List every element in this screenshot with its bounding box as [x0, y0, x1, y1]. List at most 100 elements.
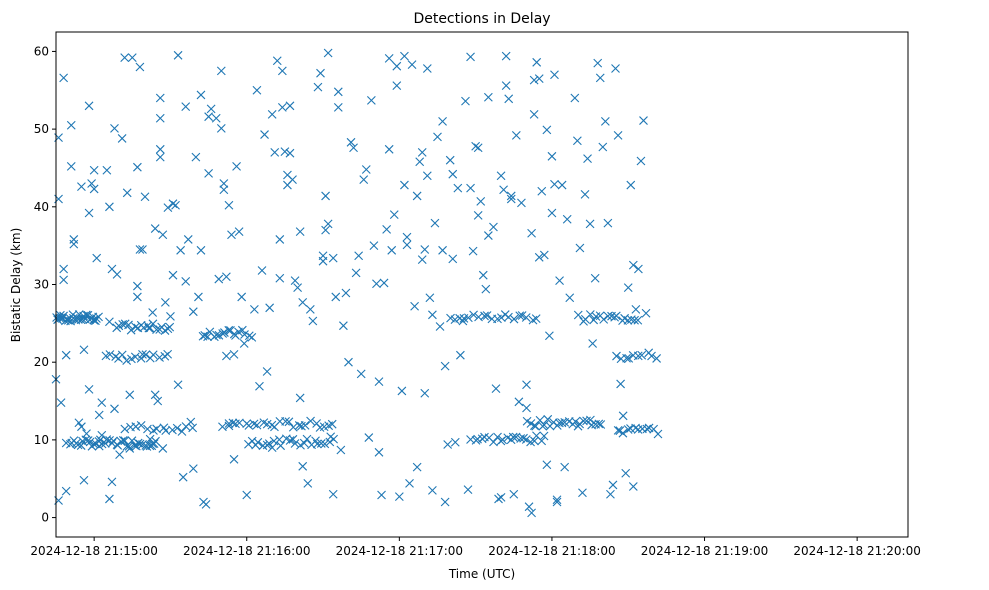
data-point: [463, 485, 473, 494]
data-point: [265, 303, 275, 313]
data-point: [377, 490, 386, 500]
data-point: [196, 90, 206, 100]
data-point: [344, 357, 353, 367]
data-point: [611, 311, 621, 321]
data-point: [240, 330, 249, 339]
data-point: [504, 312, 513, 322]
data-point: [392, 81, 402, 90]
data-point: [482, 311, 492, 320]
data-point: [249, 419, 259, 429]
data-point: [586, 415, 595, 425]
data-point: [316, 68, 325, 78]
data-point: [66, 120, 76, 130]
data-point: [428, 485, 437, 495]
data-point: [77, 422, 86, 432]
data-point: [633, 351, 643, 361]
data-point: [323, 219, 333, 229]
data-point: [160, 297, 170, 307]
data-point: [84, 384, 94, 394]
data-point: [369, 241, 379, 251]
data-point: [166, 311, 175, 321]
y-tick-label: 50: [34, 122, 49, 136]
data-point: [445, 155, 455, 165]
data-point: [613, 425, 623, 435]
data-point: [299, 438, 309, 448]
data-point: [417, 255, 427, 265]
data-point: [151, 436, 160, 446]
data-point: [630, 315, 639, 325]
data-point: [496, 171, 506, 181]
data-point: [501, 51, 511, 61]
data-point: [280, 147, 290, 157]
data-point: [384, 144, 394, 154]
data-point: [392, 61, 402, 71]
data-point: [466, 52, 475, 62]
data-point: [155, 353, 164, 362]
data-point: [275, 273, 285, 283]
data-point: [466, 435, 475, 444]
data-point: [178, 472, 188, 482]
data-point: [517, 198, 526, 208]
data-point: [252, 420, 262, 430]
x-tick-label: 2024-12-18 21:16:00: [183, 544, 310, 558]
data-point: [422, 171, 432, 181]
data-point: [228, 418, 238, 428]
data-point: [384, 54, 394, 63]
data-point: [188, 423, 198, 433]
data-point: [455, 350, 465, 360]
data-point: [105, 350, 115, 359]
data-point: [191, 152, 201, 162]
data-point: [321, 225, 330, 235]
data-point: [323, 48, 333, 58]
data-point: [389, 210, 399, 219]
data-point: [504, 94, 514, 104]
data-point: [336, 445, 346, 455]
x-tick-label: 2024-12-18 21:15:00: [30, 544, 157, 558]
data-point: [130, 352, 140, 362]
data-point: [346, 137, 356, 147]
data-point: [328, 489, 338, 499]
data-point: [247, 332, 257, 342]
data-point: [112, 270, 122, 279]
x-axis-label: Time (UTC): [448, 567, 515, 581]
data-point: [216, 66, 226, 76]
data-point: [480, 311, 489, 321]
data-point: [242, 490, 252, 500]
data-point: [524, 502, 534, 512]
data-point: [575, 419, 585, 429]
data-point: [634, 264, 643, 274]
data-point: [308, 316, 318, 326]
data-point: [69, 239, 79, 249]
data-point: [222, 272, 231, 282]
data-point: [222, 351, 231, 361]
data-point: [110, 123, 119, 133]
data-point: [219, 185, 229, 195]
data-point: [633, 315, 643, 325]
data-point: [229, 350, 239, 359]
data-point: [557, 418, 567, 428]
data-point: [333, 87, 343, 97]
data-point: [555, 276, 564, 286]
data-point: [176, 245, 186, 255]
data-point: [150, 390, 160, 400]
data-point: [402, 232, 412, 242]
data-point: [612, 351, 621, 361]
data-point: [155, 152, 165, 162]
data-point: [596, 420, 606, 429]
data-point: [229, 454, 239, 464]
data-point: [165, 322, 175, 332]
data-point: [269, 436, 279, 446]
data-point: [539, 250, 549, 260]
data-point: [428, 310, 437, 320]
data-point: [639, 116, 648, 125]
data-point: [181, 277, 191, 286]
data-point: [155, 144, 165, 154]
x-tick-label: 2024-12-18 21:17:00: [336, 544, 463, 558]
data-point: [473, 210, 483, 220]
data-point: [537, 186, 547, 196]
data-point: [583, 154, 592, 164]
data-point: [400, 180, 409, 190]
data-point: [593, 58, 603, 68]
data-point: [79, 475, 89, 485]
